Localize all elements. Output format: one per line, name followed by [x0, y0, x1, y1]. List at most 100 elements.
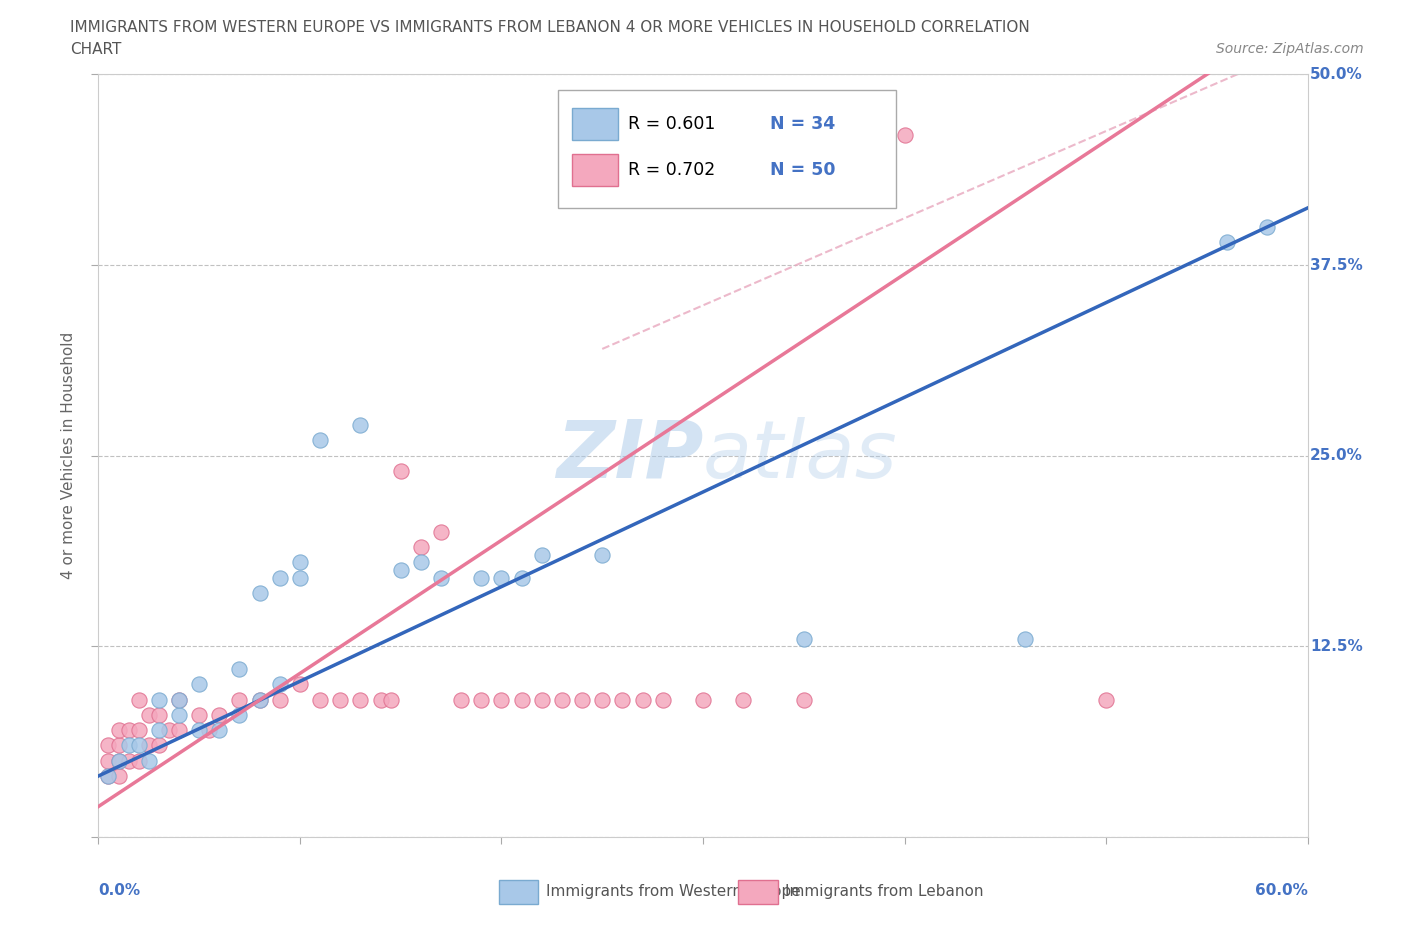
Point	[107, 738, 129, 753]
Point	[409, 539, 432, 554]
Point	[1216, 234, 1239, 249]
Point	[530, 548, 553, 563]
Point	[389, 563, 412, 578]
Point	[591, 692, 613, 707]
Point	[651, 692, 673, 707]
Point	[198, 723, 221, 737]
Point	[228, 708, 250, 723]
Text: Source: ZipAtlas.com: Source: ZipAtlas.com	[1216, 42, 1364, 56]
Point	[430, 525, 453, 539]
Point	[389, 463, 412, 478]
Point	[107, 753, 129, 768]
Point	[269, 677, 291, 692]
Point	[470, 570, 492, 585]
Bar	[572, 108, 619, 140]
Point	[551, 692, 574, 707]
Point	[269, 570, 291, 585]
Point	[309, 692, 332, 707]
Point	[491, 692, 513, 707]
Point	[269, 692, 291, 707]
Point	[208, 708, 231, 723]
Y-axis label: 4 or more Vehicles in Household: 4 or more Vehicles in Household	[60, 332, 76, 579]
Text: atlas: atlas	[703, 417, 898, 495]
Point	[1256, 219, 1278, 234]
Point	[167, 692, 190, 707]
Point	[370, 692, 392, 707]
Point	[128, 723, 150, 737]
Point	[692, 692, 714, 707]
Point	[128, 753, 150, 768]
Point	[288, 677, 311, 692]
Point	[571, 692, 593, 707]
Point	[733, 692, 755, 707]
Point	[148, 738, 170, 753]
Point	[430, 570, 453, 585]
Point	[288, 555, 311, 570]
Point	[591, 548, 613, 563]
Point	[409, 555, 432, 570]
Point	[148, 708, 170, 723]
Point	[249, 692, 271, 707]
Point	[118, 723, 141, 737]
Text: 60.0%: 60.0%	[1254, 883, 1308, 897]
Point	[631, 692, 654, 707]
FancyBboxPatch shape	[558, 89, 897, 208]
Point	[380, 692, 402, 707]
Point	[97, 768, 120, 783]
Point	[97, 753, 120, 768]
Point	[288, 570, 311, 585]
Point	[510, 570, 533, 585]
Point	[167, 692, 190, 707]
Text: N = 50: N = 50	[769, 161, 835, 179]
Point	[107, 753, 129, 768]
Point	[349, 692, 371, 707]
Point	[249, 692, 271, 707]
Point	[148, 692, 170, 707]
Point	[188, 708, 211, 723]
Point	[107, 768, 129, 783]
Point	[208, 723, 231, 737]
Text: Immigrants from Western Europe: Immigrants from Western Europe	[546, 884, 800, 899]
Point	[138, 738, 160, 753]
Point	[188, 677, 211, 692]
Bar	[572, 153, 619, 186]
Text: IMMIGRANTS FROM WESTERN EUROPE VS IMMIGRANTS FROM LEBANON 4 OR MORE VEHICLES IN : IMMIGRANTS FROM WESTERN EUROPE VS IMMIGR…	[70, 20, 1031, 35]
Point	[309, 433, 332, 448]
Point	[1095, 692, 1118, 707]
Point	[349, 418, 371, 432]
Text: 12.5%: 12.5%	[1310, 639, 1362, 654]
Point	[128, 692, 150, 707]
Point	[329, 692, 352, 707]
Point	[188, 723, 211, 737]
Point	[167, 708, 190, 723]
Point	[228, 662, 250, 677]
Point	[1014, 631, 1036, 646]
Point	[612, 692, 634, 707]
Point	[97, 738, 120, 753]
Text: 50.0%: 50.0%	[1310, 67, 1362, 82]
Point	[128, 738, 150, 753]
Point	[491, 570, 513, 585]
Point	[138, 708, 160, 723]
Point	[793, 692, 815, 707]
Point	[138, 753, 160, 768]
Text: N = 34: N = 34	[769, 115, 835, 133]
Point	[450, 692, 472, 707]
Text: 25.0%: 25.0%	[1310, 448, 1362, 463]
Point	[97, 768, 120, 783]
Point	[157, 723, 180, 737]
Point	[530, 692, 553, 707]
Point	[793, 631, 815, 646]
Text: 37.5%: 37.5%	[1310, 258, 1362, 272]
Point	[893, 128, 915, 143]
Point	[118, 753, 141, 768]
Point	[470, 692, 492, 707]
Point	[228, 692, 250, 707]
Point	[510, 692, 533, 707]
Point	[107, 723, 129, 737]
Point	[118, 738, 141, 753]
Point	[249, 586, 271, 601]
Text: CHART: CHART	[70, 42, 122, 57]
Text: R = 0.702: R = 0.702	[628, 161, 716, 179]
Text: R = 0.601: R = 0.601	[628, 115, 716, 133]
